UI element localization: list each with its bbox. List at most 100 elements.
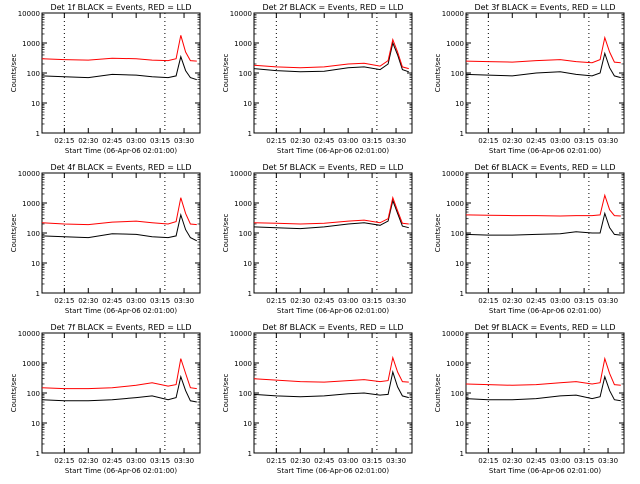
x-tick-label: 02:30 [78,297,98,305]
x-tick-label: 03:15 [574,297,594,305]
y-tick-label: 100 [239,70,252,78]
y-tick-label: 1000 [22,200,40,208]
y-tick-label: 1 [460,290,464,298]
plot-frame [253,172,413,294]
lld-series-line [253,355,409,383]
detector-plot: Det 6f BLACK = Events, RED = LLD 1 10 100 10… [434,163,625,315]
y-tick-label: 1000 [446,40,464,48]
plot-title: Det 8f BLACK = Events, RED = LLD [262,323,403,332]
lld-series-line [465,356,621,386]
x-tick-label: 02:30 [502,137,522,145]
x-tick-label: 02:30 [78,457,98,465]
plot-frame [41,332,201,454]
events-series-line [41,374,197,403]
x-tick-label: 02:15 [266,297,286,305]
x-tick-label: 03:15 [574,457,594,465]
x-tick-label: 02:45 [102,457,122,465]
x-tick-label: 02:45 [526,297,546,305]
x-tick-label: 03:00 [550,457,570,465]
y-tick-label: 10 [243,420,252,428]
x-tick-label: 02:30 [502,297,522,305]
y-axis-label: Counts/sec [10,214,18,253]
y-tick-label: 1 [248,130,252,138]
y-tick-label: 1 [460,450,464,458]
x-axis-label: Start Time (06-Apr-06 02:01:00) [65,147,177,155]
y-axis-label: Counts/sec [434,54,442,93]
y-tick-label: 1 [248,450,252,458]
x-tick-label: 03:00 [550,137,570,145]
x-tick-label: 02:45 [314,297,334,305]
y-axis-label: Counts/sec [222,54,230,93]
detector-plot: Det 8f BLACK = Events, RED = LLD 1 10 100 10… [222,323,413,475]
y-tick-label: 1 [460,130,464,138]
y-tick-label: 10 [455,420,464,428]
y-tick-label: 10000 [442,330,464,338]
plot-frame [253,12,413,134]
plot-title: Det 9f BLACK = Events, RED = LLD [474,323,615,332]
y-tick-label: 10000 [230,10,252,18]
y-axis-label: Counts/sec [222,214,230,253]
x-axis-label: Start Time (06-Apr-06 02:01:00) [277,467,389,475]
lld-series-line [253,195,409,225]
y-axis-label: Counts/sec [434,374,442,413]
x-tick-label: 03:30 [386,137,406,145]
x-tick-label: 03:15 [574,137,594,145]
plot-frame [465,332,625,454]
x-axis-label: Start Time (06-Apr-06 02:01:00) [489,307,601,315]
x-tick-label: 02:30 [290,457,310,465]
x-tick-label: 02:45 [526,457,546,465]
x-tick-label: 02:30 [78,137,98,145]
x-tick-label: 02:15 [54,457,74,465]
y-tick-label: 10 [455,100,464,108]
x-tick-label: 02:30 [290,297,310,305]
x-tick-label: 02:15 [266,457,286,465]
y-tick-label: 10000 [230,170,252,178]
lld-series-line [41,197,197,226]
y-tick-label: 1 [36,450,40,458]
x-axis-label: Start Time (06-Apr-06 02:01:00) [65,307,177,315]
lld-series-line [465,35,621,64]
events-series-line [253,370,409,399]
x-tick-label: 02:15 [54,137,74,145]
detector-plot: Det 1f BLACK = Events, RED = LLD 1 10 100 10… [10,3,201,155]
y-tick-label: 1 [248,290,252,298]
x-tick-label: 02:45 [102,137,122,145]
x-tick-label: 03:15 [362,137,382,145]
x-tick-label: 03:00 [338,297,358,305]
x-tick-label: 03:30 [598,137,618,145]
x-axis-label: Start Time (06-Apr-06 02:01:00) [65,467,177,475]
x-tick-label: 03:30 [386,457,406,465]
x-tick-label: 03:15 [150,297,170,305]
y-tick-label: 1 [36,290,40,298]
plot-title: Det 1f BLACK = Events, RED = LLD [50,3,191,12]
x-tick-label: 03:00 [338,457,358,465]
x-axis-label: Start Time (06-Apr-06 02:01:00) [489,147,601,155]
y-tick-label: 1000 [234,40,252,48]
y-axis-label: Counts/sec [10,374,18,413]
y-tick-label: 100 [451,230,464,238]
x-tick-label: 02:45 [526,137,546,145]
y-tick-label: 100 [451,390,464,398]
y-tick-label: 100 [239,390,252,398]
y-tick-label: 1000 [234,360,252,368]
x-tick-label: 03:30 [174,457,194,465]
events-series-line [41,213,198,242]
y-tick-label: 100 [27,70,40,78]
detector-plot: Det 7f BLACK = Events, RED = LLD 1 10 100 10… [10,323,201,475]
x-tick-label: 03:30 [174,137,194,145]
y-tick-label: 10 [243,260,252,268]
lld-series-line [465,193,621,217]
events-series-line [41,54,197,81]
events-series-line [253,41,409,73]
events-series-line [465,374,621,402]
y-tick-label: 10 [31,260,40,268]
x-tick-label: 03:00 [550,297,570,305]
y-tick-label: 1000 [234,200,252,208]
plot-title: Det 5f BLACK = Events, RED = LLD [262,163,403,172]
lld-series-line [41,358,197,390]
x-tick-label: 02:30 [502,457,522,465]
x-tick-label: 02:15 [54,297,74,305]
x-tick-label: 02:45 [314,457,334,465]
y-tick-label: 100 [27,230,40,238]
